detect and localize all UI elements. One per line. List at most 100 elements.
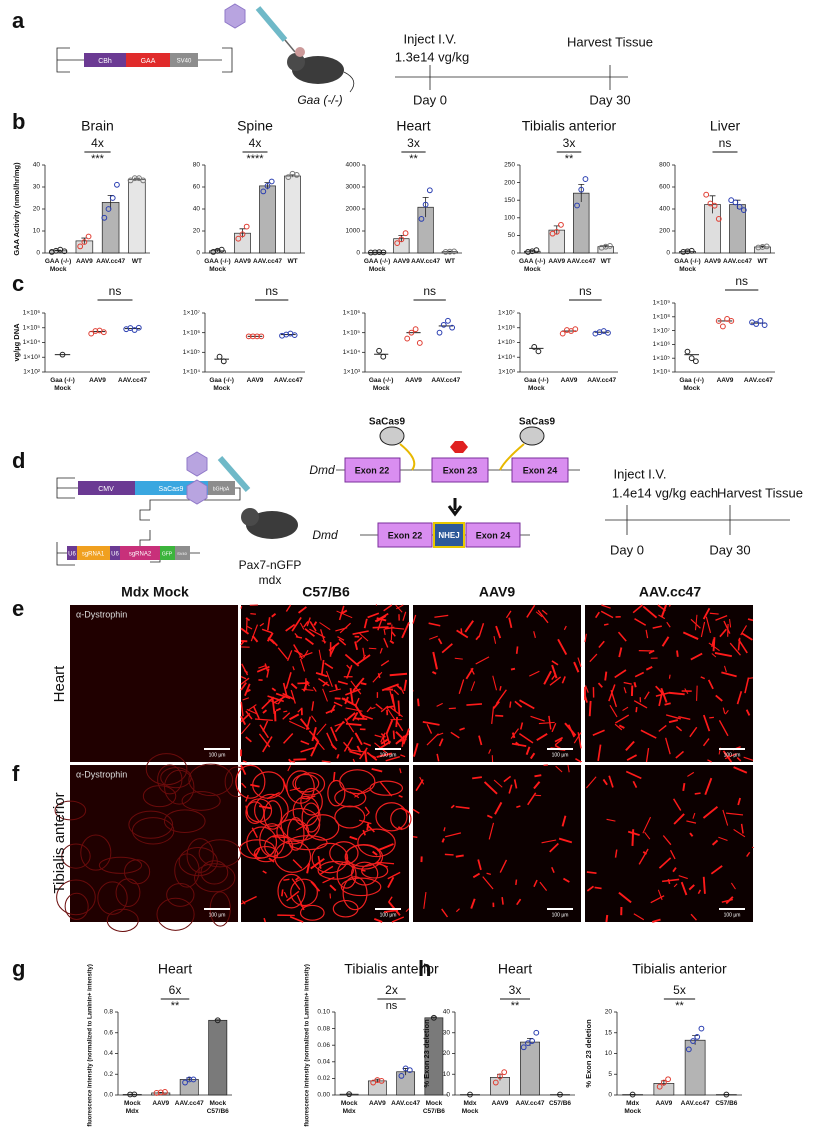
data-point: [218, 246, 225, 253]
y-tick-label: 0.04: [317, 1059, 330, 1066]
dystrophin-signal: [562, 877, 570, 883]
dystrophin-signal: [295, 876, 300, 881]
data-point: [367, 249, 374, 256]
dystrophin-signal: [365, 812, 370, 817]
dystrophin-signal: [488, 749, 492, 754]
dystrophin-signal: [244, 683, 251, 697]
dystrophin-signal: [333, 701, 343, 707]
dystrophin-signal: [707, 679, 714, 690]
dystrophin-signal: [455, 805, 470, 810]
x-tick-label: AAV.cc47: [431, 377, 460, 384]
dystrophin-signal: [242, 697, 250, 701]
fiber-outline: [80, 834, 112, 871]
x-tick-label: AAV.cc47: [175, 1100, 204, 1107]
y-tick-label: 0.8: [104, 1009, 113, 1016]
y-tick-label: 1×10⁵: [498, 339, 516, 346]
data-point: [85, 233, 92, 240]
dystrophin-signal: [329, 646, 336, 656]
dystrophin-signal: [322, 688, 328, 702]
dystrophin-signal: [387, 871, 401, 880]
x-tick-line: Mock: [369, 266, 386, 273]
dystrophin-signal: [702, 607, 711, 620]
construct-label: U6: [68, 552, 76, 558]
dystrophin-signal: [454, 657, 463, 660]
y-tick-label: 5: [608, 1071, 612, 1078]
dystrophin-signal: [673, 798, 682, 811]
dystrophin-signal: [373, 918, 383, 923]
dystrophin-signal: [589, 653, 598, 663]
x-tick-label: AAV9: [247, 377, 264, 384]
dystrophin-signal: [736, 757, 742, 762]
dystrophin-signal: [651, 918, 661, 923]
dystrophin-signal: [270, 638, 278, 647]
dystrophin-signal: [309, 621, 317, 632]
y-tick-label: 0: [356, 250, 360, 257]
fiber-outline: [276, 818, 310, 845]
dystrophin-signal: [622, 706, 629, 712]
y-tick-label: 10: [443, 1071, 451, 1078]
data-point: [182, 1079, 188, 1086]
data-point: [501, 1069, 508, 1076]
dystrophin-signal: [508, 784, 513, 794]
x-tick-line: AAV.cc47: [587, 377, 616, 384]
x-tick-line: Mock: [209, 266, 226, 273]
harvest-label: Harvest Tissue: [567, 34, 653, 49]
dystrophin-signal: [363, 618, 368, 629]
x-tick-label: GAA (-/-) Mock: [519, 258, 545, 273]
x-tick-line: AAV.cc47: [411, 258, 440, 265]
dystrophin-signal: [391, 631, 396, 637]
dystrophin-signal: [737, 637, 741, 651]
significance-label: ns: [265, 284, 278, 298]
dystrophin-signal: [645, 629, 649, 639]
dystrophin-signal: [588, 700, 592, 717]
dystrophin-signal: [519, 722, 524, 730]
construct-label: bGHpA: [213, 486, 230, 492]
dystrophin-signal: [722, 750, 733, 763]
dystrophin-signal: [296, 894, 305, 911]
dystrophin-signal: [606, 818, 616, 822]
dystrophin-signal: [246, 708, 257, 715]
dystrophin-signal: [642, 851, 648, 855]
dystrophin-signal: [412, 743, 419, 757]
x-tick-label: GAA (-/-) Mock: [674, 258, 700, 273]
dystrophin-signal: [383, 909, 399, 913]
y-tick-label: 50: [508, 232, 516, 239]
data-point: [376, 347, 382, 354]
dystrophin-signal: [389, 672, 408, 677]
dystrophin-signal: [381, 683, 399, 692]
dystrophin-signal: [635, 706, 638, 713]
data-point: [557, 1091, 563, 1098]
x-tick-label: AAV.cc47: [681, 1100, 710, 1107]
dystrophin-signal: [400, 754, 406, 758]
dystrophin-signal: [296, 825, 305, 831]
data-point: [162, 1088, 168, 1095]
dystrophin-signal: [715, 614, 728, 621]
fiber-outline: [334, 805, 366, 829]
dystrophin-signal: [444, 853, 454, 856]
dystrophin-signal: [527, 792, 537, 806]
dystrophin-signal: [283, 878, 290, 881]
gaa-box: [126, 53, 170, 67]
data-point: [135, 324, 142, 331]
dystrophin-signal: [745, 709, 751, 716]
dystrophin-signal: [334, 720, 345, 733]
dystrophin-signal: [275, 692, 291, 700]
dystrophin-signal: [259, 622, 265, 627]
dystrophin-signal: [689, 832, 694, 837]
data-point: [376, 249, 383, 256]
dystrophin-signal: [673, 883, 678, 888]
dystrophin-signal: [288, 720, 306, 730]
x-tick-line: Gaa (-/-): [524, 377, 549, 384]
dystrophin-signal: [597, 744, 602, 761]
fiber-outline: [56, 879, 96, 916]
virus-icon: [224, 3, 246, 29]
dystrophin-signal: [492, 700, 500, 709]
dystrophin-signal: [618, 891, 632, 904]
exon-label: Exon 24: [476, 530, 511, 540]
dystrophin-signal: [395, 604, 404, 610]
dystrophin-signal: [289, 916, 304, 923]
dystrophin-signal: [380, 659, 390, 667]
dystrophin-signal: [551, 723, 557, 733]
dystrophin-signal: [372, 850, 378, 856]
dystrophin-signal: [311, 701, 315, 711]
